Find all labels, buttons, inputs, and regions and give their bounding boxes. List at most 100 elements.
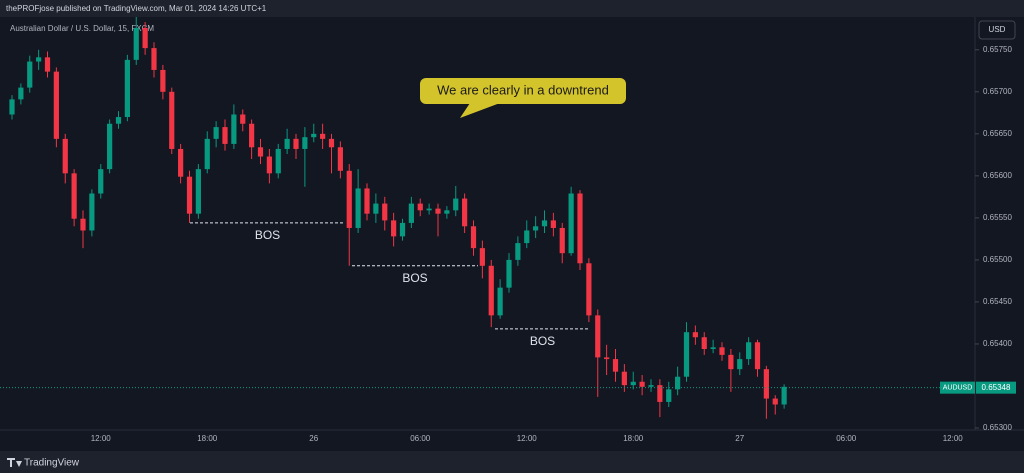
candle-body <box>36 57 42 62</box>
candle-body <box>408 203 414 223</box>
candle-body <box>506 259 512 288</box>
candle-body <box>293 138 299 149</box>
candle-body <box>701 337 707 349</box>
candle-body <box>754 342 761 370</box>
candle-body <box>648 385 654 387</box>
candle-body <box>169 91 175 149</box>
candle-body <box>160 69 166 92</box>
x-tick-label: 12:00 <box>943 434 964 443</box>
candle-body <box>115 117 122 124</box>
candle-body <box>346 170 352 228</box>
candle-body <box>683 332 690 377</box>
candle-body <box>142 27 148 49</box>
candle-body <box>337 147 343 171</box>
x-tick-label: 12:00 <box>91 434 112 443</box>
candle-body <box>257 147 264 157</box>
brand-text: TradingView <box>24 458 80 469</box>
candle-body <box>266 156 272 174</box>
footer-bar <box>0 451 1024 473</box>
bos-label: BOS <box>530 334 555 348</box>
candle-body <box>204 138 210 170</box>
candle-body <box>630 381 636 386</box>
candle-body <box>213 127 219 139</box>
candle-body <box>320 133 326 139</box>
candle-body <box>666 389 672 402</box>
x-tick-label: 27 <box>735 434 744 443</box>
candle-body <box>453 198 459 211</box>
brand-logo <box>7 458 22 467</box>
candle-body <box>541 220 548 227</box>
candle-body <box>746 342 752 360</box>
y-tick-label: 0.65300 <box>983 423 1012 432</box>
candle-body <box>577 193 583 264</box>
candle-body <box>497 287 503 316</box>
candle-body <box>98 169 104 194</box>
candle-body <box>559 227 565 254</box>
candle-body <box>426 208 432 211</box>
x-tick-label: 12:00 <box>517 434 538 443</box>
candle-body <box>178 148 184 177</box>
candle-body <box>719 347 725 355</box>
candle-body <box>240 114 246 124</box>
candle-body <box>373 203 379 214</box>
candle-body <box>133 27 139 60</box>
candle-body <box>71 173 77 219</box>
candle-body <box>737 359 743 370</box>
currency-button-text[interactable]: USD <box>989 25 1006 34</box>
candle-body <box>604 357 610 360</box>
y-tick-label: 0.65450 <box>983 297 1012 306</box>
callout-box <box>420 78 626 104</box>
candle-body <box>89 193 95 231</box>
candle-body <box>550 220 556 228</box>
candle-body <box>515 243 521 260</box>
candle-body <box>284 138 290 149</box>
candle-body <box>355 188 361 228</box>
currency-button[interactable] <box>978 20 1016 40</box>
last-price-symbol: AUDUSD <box>943 385 973 392</box>
plot-area: 0.65300 0.65400 0.65450 0.65500 0.65550 0.656… <box>0 17 1016 443</box>
candle-body <box>124 59 130 118</box>
y-tick-label: 0.65750 <box>983 45 1012 54</box>
candle-body <box>470 226 477 249</box>
candle-body <box>479 248 485 266</box>
candle-body <box>311 133 317 138</box>
candle-body <box>302 137 308 149</box>
callout-text: We are clearly in a downtrend <box>437 82 609 97</box>
candle-body <box>222 127 228 144</box>
candle-body <box>399 222 406 237</box>
candle-body <box>710 347 716 349</box>
candle-body <box>639 381 645 387</box>
candle-body <box>781 386 787 405</box>
candle-body <box>435 208 441 214</box>
last-price-box <box>976 381 1016 394</box>
candle-body <box>612 359 619 372</box>
candle-body <box>595 315 601 358</box>
candle-body <box>533 226 539 231</box>
candle-body <box>107 123 113 170</box>
x-tick-label: 06:00 <box>836 434 857 443</box>
y-tick-label: 0.65550 <box>983 213 1012 222</box>
candle-body <box>382 203 388 221</box>
candle-body <box>44 57 51 72</box>
candle-body <box>364 188 370 214</box>
callout: We are clearly in a downtrend <box>420 78 626 118</box>
candle-body <box>417 203 423 211</box>
candle-body <box>53 71 59 139</box>
y-tick-label: 0.65650 <box>983 129 1012 138</box>
candle-body <box>728 354 734 370</box>
last-price-value: 0.65348 <box>982 383 1011 392</box>
header-bar <box>0 0 1024 17</box>
candle-body <box>18 87 24 100</box>
callout-tail <box>460 103 500 118</box>
x-tick-label: 18:00 <box>623 434 644 443</box>
candle-body <box>275 148 281 174</box>
candle-body <box>586 263 592 316</box>
candle-body <box>657 385 663 402</box>
last-price-symbol-box <box>940 381 975 394</box>
candle-body <box>568 193 574 254</box>
candle-body <box>9 99 15 115</box>
y-tick-label: 0.65500 <box>983 255 1012 264</box>
candle-body <box>444 210 450 214</box>
